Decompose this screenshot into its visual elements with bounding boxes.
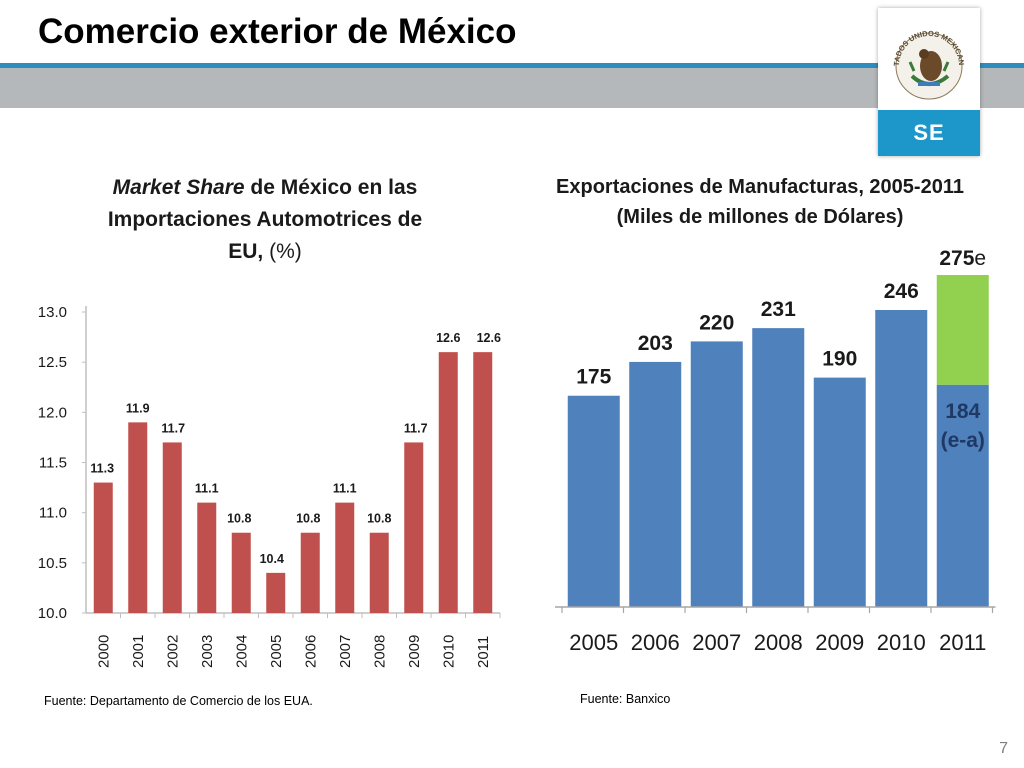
right-data-label-2006: 203 (638, 332, 673, 355)
right-data-label-2011-sub: (e-a) (941, 429, 985, 452)
left-ytick-label: 10.0 (38, 605, 67, 622)
left-bar-chart: 11.3 11.9 11.7 11.1 10.8 10.4 10.8 11.1 10.8 11.7… (38, 304, 501, 668)
page-number: 7 (999, 740, 1008, 757)
left-xtick-label-2009: 2009 (406, 635, 423, 668)
slide-title: Comercio exterior de México (38, 12, 517, 51)
right-data-label-2009: 190 (822, 348, 857, 371)
right-bar-2010 (875, 310, 928, 607)
right-bar-2009 (813, 377, 866, 607)
left-ytick-label: 13.0 (38, 304, 67, 321)
right-title-line2: (Miles de millones de Dólares) (616, 206, 904, 228)
right-xtick-label-2009: 2009 (815, 630, 864, 655)
left-title-line3-rest: (%) (263, 240, 302, 263)
right-data-label-2008: 231 (761, 298, 796, 321)
left-data-label-2004: 10.8 (227, 512, 251, 526)
left-data-label-2007: 11.1 (333, 482, 357, 496)
header-accent-line (0, 63, 1024, 68)
header-gray-band (0, 68, 1024, 108)
left-xtick-label-2002: 2002 (164, 635, 181, 668)
right-xtick-label-2006: 2006 (631, 630, 680, 655)
left-data-label-2010: 12.6 (436, 331, 460, 345)
left-xtick-label-2005: 2005 (268, 635, 285, 668)
left-bar-2006 (300, 532, 320, 613)
right-bar-chart: 175 203 220 231 190 246 275e 184 (e-a) 2005 2006 2… (555, 247, 996, 655)
logo-se-label: SE (878, 110, 980, 156)
left-data-label-2001: 11.9 (126, 401, 150, 415)
left-xtick-label-2003: 2003 (199, 635, 216, 668)
right-bar-2006 (629, 361, 682, 607)
left-xtick-label-2007: 2007 (337, 635, 354, 668)
left-data-label-2006: 10.8 (296, 512, 320, 526)
right-bar-2005 (567, 395, 620, 607)
right-xtick-label-2011: 2011 (939, 630, 986, 655)
mexican-seal-icon: ESTADOS UNIDOS MEXICANOS (884, 14, 966, 100)
left-xtick-label-2010: 2010 (440, 635, 457, 668)
right-estimate-label: 275e (939, 247, 986, 270)
left-data-label-2002: 11.7 (161, 421, 185, 435)
right-xtick-label-2007: 2007 (692, 630, 741, 655)
left-xtick-label-2001: 2001 (130, 635, 147, 668)
left-ytick-label: 12.5 (38, 354, 67, 371)
left-xtick-label-2011: 2011 (475, 636, 492, 668)
left-ytick-label: 10.5 (38, 555, 67, 572)
right-xtick-label-2005: 2005 (569, 630, 618, 655)
right-bar-2011 (936, 384, 989, 607)
right-title-line1: Exportaciones de Manufacturas, 2005-2011 (556, 176, 964, 198)
left-bar-2005 (266, 572, 286, 613)
left-bar-2000 (93, 482, 113, 613)
right-xtick-label-2010: 2010 (877, 630, 926, 655)
right-bar-2011-estimate (936, 275, 989, 385)
right-data-label-2011: 184 (945, 400, 980, 423)
left-xtick-label-2000: 2000 (95, 635, 112, 668)
left-title-italic: Market Share (112, 176, 245, 199)
left-xtick-label-2006: 2006 (302, 635, 319, 668)
left-ytick-label: 11.5 (39, 455, 67, 472)
right-bar-2008 (752, 328, 805, 607)
right-chart-source: Fuente: Banxico (580, 692, 671, 706)
right-chart-title: Exportaciones de Manufacturas, 2005-2011… (520, 172, 1000, 232)
left-bar-2008 (369, 532, 389, 613)
left-data-label-2011: 12.6 (477, 331, 501, 345)
left-chart-title: Market Share de México en las Importacio… (80, 172, 450, 268)
left-ytick-label: 11.0 (39, 505, 67, 522)
left-bar-2010 (438, 352, 458, 613)
left-data-label-2009: 11.7 (404, 421, 428, 435)
right-data-label-2005: 175 (576, 366, 611, 389)
left-bar-2002 (162, 442, 182, 613)
left-xtick-label-2008: 2008 (371, 635, 388, 668)
left-bar-2003 (197, 502, 217, 613)
left-bar-2011 (473, 352, 493, 613)
left-bar-2007 (335, 502, 355, 613)
left-title-line3-bold: EU, (228, 240, 264, 263)
right-data-label-2010: 246 (884, 280, 919, 303)
right-bar-2007 (690, 341, 743, 607)
left-title-line2: Importaciones Automotrices de (107, 208, 423, 231)
right-data-label-2007: 220 (699, 311, 734, 334)
left-bar-2004 (231, 532, 251, 613)
left-data-label-2005: 10.4 (260, 552, 284, 566)
left-bar-2001 (128, 422, 148, 613)
left-ytick-label: 12.0 (38, 404, 67, 421)
left-bar-2009 (404, 442, 424, 613)
left-xtick-label-2004: 2004 (233, 635, 250, 668)
right-xtick-label-2008: 2008 (754, 630, 803, 655)
left-chart-source: Fuente: Departamento de Comercio de los … (44, 694, 313, 708)
se-logo: ESTADOS UNIDOS MEXICANOS SE (878, 8, 980, 156)
left-data-label-2000: 11.3 (90, 462, 114, 476)
left-data-label-2003: 11.1 (195, 482, 219, 496)
left-title-part1: de México en las (244, 176, 418, 199)
left-data-label-2008: 10.8 (367, 512, 391, 526)
